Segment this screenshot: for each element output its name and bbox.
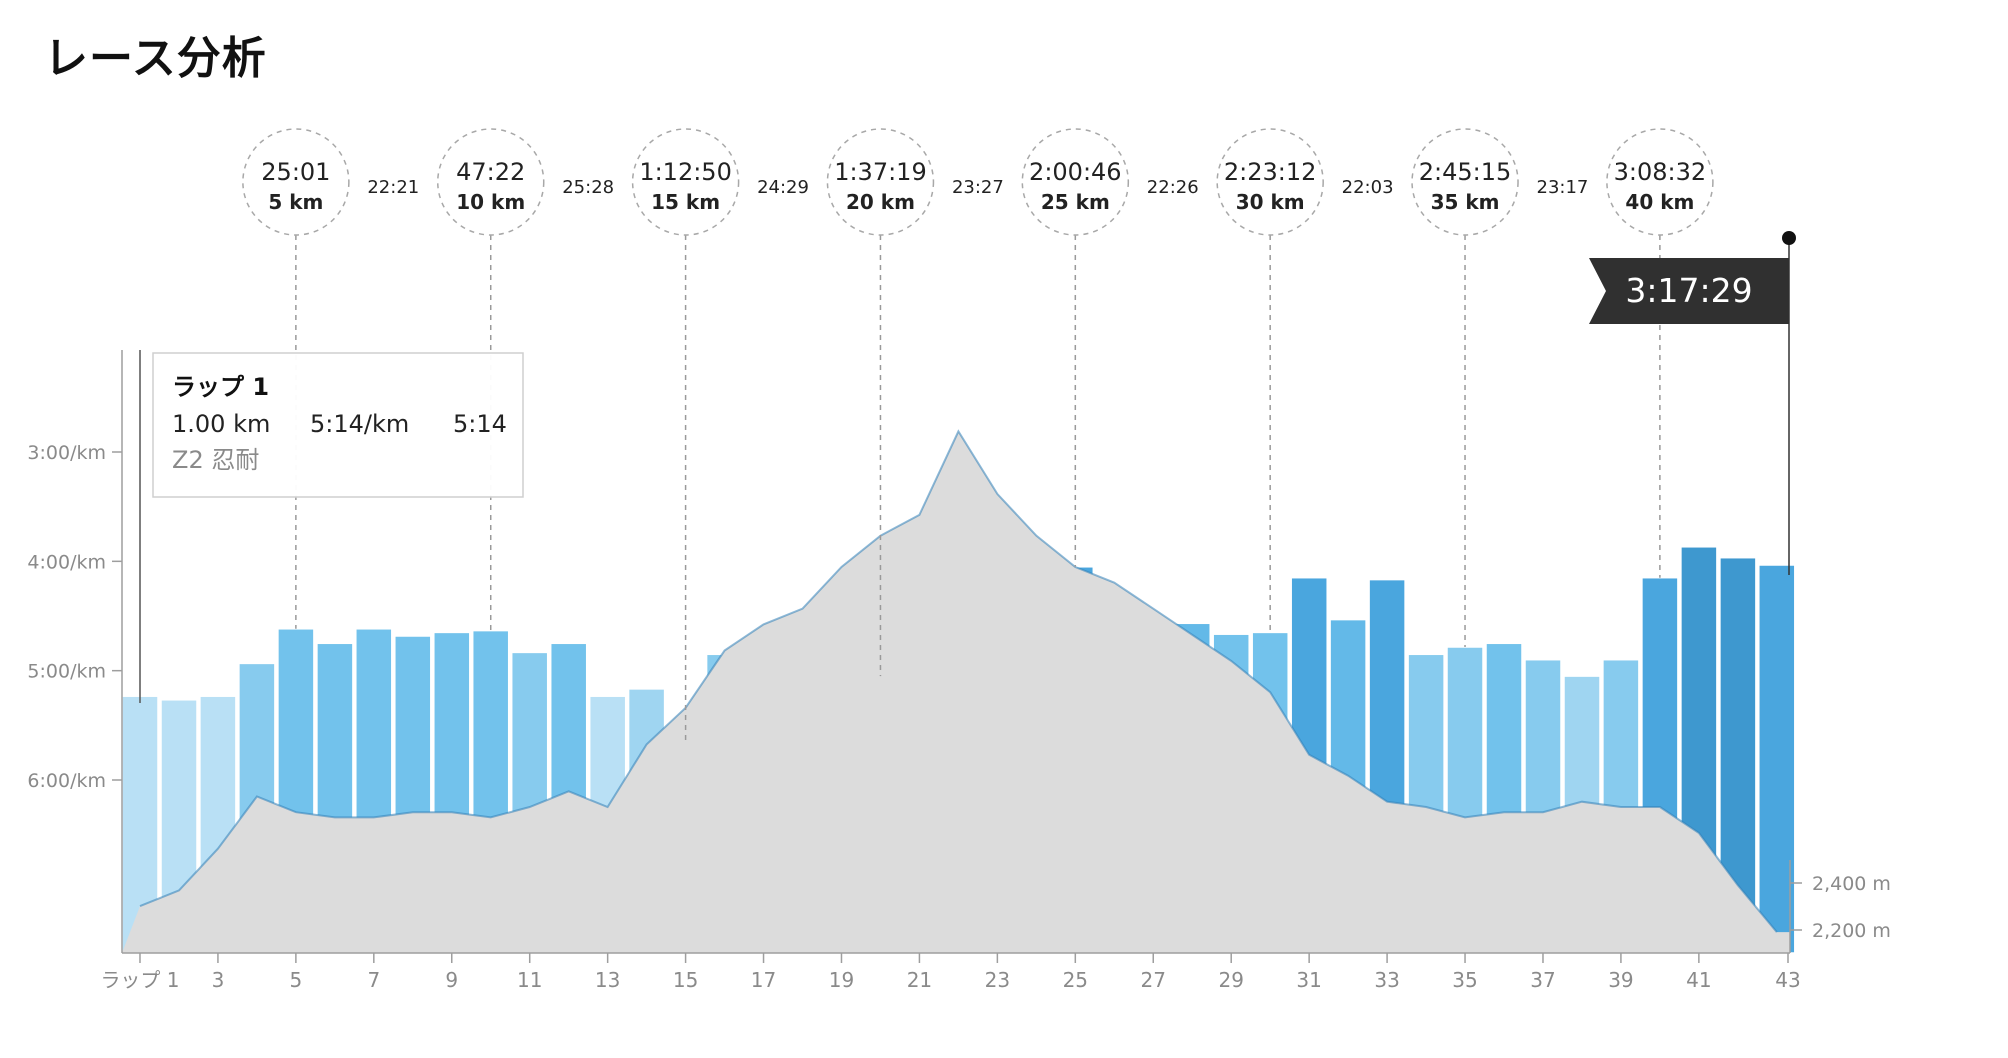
split-time: 25:01 [261, 158, 330, 186]
segment-time: 23:27 [952, 177, 1004, 198]
split-circle[interactable] [1606, 128, 1714, 236]
elevation-area [122, 431, 1790, 953]
split-circle[interactable] [1216, 128, 1324, 236]
x-tick-label: 33 [1374, 968, 1399, 992]
page-title: レース分析 [44, 33, 267, 84]
split-markers: 25:01 5 km 47:22 10 km 1:12:50 15 km 1:37:19 20… [242, 128, 1714, 744]
finish-pole-dot [1782, 231, 1796, 245]
split-circle[interactable] [826, 128, 935, 236]
finish-flag-shape [1589, 258, 1789, 324]
x-tick-label: 37 [1530, 968, 1555, 992]
split-time: 3:08:32 [1614, 158, 1707, 186]
finish-flag: 3:17:29 [139, 231, 1796, 703]
x-tick-label: 7 [367, 968, 380, 992]
split-distance: 30 km [1236, 190, 1305, 214]
x-tick-label: 21 [907, 968, 932, 992]
split-circle[interactable] [242, 128, 350, 236]
axes-layer: 3:00/km 4:00/km 5:00/km 6:00/km 2,200 m 2,400… [27, 350, 1891, 992]
x-tick-label: 25 [1063, 968, 1088, 992]
pace-bar[interactable] [1758, 564, 1796, 954]
tooltip-distance: 1.00 km [172, 410, 270, 438]
x-tick-label: ラップ 1 [100, 968, 179, 992]
split-time: 47:22 [456, 158, 525, 186]
x-tick-label: 31 [1296, 968, 1321, 992]
lap-tooltip: ラップ 1 1.00 km 5:14/km 5:14 Z2 忍耐 [152, 352, 524, 498]
split-circle[interactable] [1021, 128, 1130, 236]
x-tick-label: 5 [290, 968, 303, 992]
x-tick-label: 29 [1218, 968, 1243, 992]
tooltip-box [152, 352, 524, 498]
split-distance: 20 km [846, 190, 915, 214]
segment-time: 22:03 [1342, 177, 1394, 198]
x-tick-label: 35 [1452, 968, 1477, 992]
split-circle[interactable] [631, 128, 740, 236]
tooltip-pace: 5:14/km [310, 410, 409, 438]
tooltip-zone: Z2 忍耐 [172, 446, 259, 474]
split-distance: 15 km [651, 190, 720, 214]
elevation-layer [122, 429, 1790, 953]
segment-time: 22:21 [367, 177, 419, 198]
x-tick-label: 43 [1775, 968, 1800, 992]
elevation-tick-label: 2,200 m [1812, 920, 1891, 942]
pace-tick-label: 5:00/km [27, 661, 106, 683]
segment-time: 24:29 [757, 177, 809, 198]
x-tick-label: 11 [517, 968, 542, 992]
split-time: 2:23:12 [1224, 158, 1317, 186]
split-distance: 40 km [1625, 190, 1694, 214]
split-time: 2:00:46 [1029, 158, 1122, 186]
x-tick-label: 13 [595, 968, 620, 992]
split-distance: 25 km [1041, 190, 1110, 214]
pace-tick-label: 4:00/km [27, 551, 106, 573]
x-tick-label: 27 [1141, 968, 1166, 992]
elevation-tick-label: 2,400 m [1812, 873, 1891, 895]
split-distance: 10 km [456, 190, 525, 214]
finish-time: 3:17:29 [1625, 271, 1752, 310]
segment-time: 22:26 [1147, 177, 1199, 198]
pace-tick-label: 6:00/km [27, 770, 106, 792]
split-distance: 5 km [268, 190, 323, 214]
x-tick-label: 15 [673, 968, 698, 992]
elevation-line [139, 429, 1778, 933]
split-time: 1:37:19 [834, 158, 927, 186]
split-time: 1:12:50 [639, 158, 732, 186]
x-tick-label: 3 [212, 968, 225, 992]
tooltip-time: 5:14 [453, 410, 507, 438]
x-tick-label: 9 [445, 968, 458, 992]
segment-time: 23:17 [1537, 177, 1589, 198]
split-time: 2:45:15 [1419, 158, 1512, 186]
x-tick-label: 19 [829, 968, 854, 992]
split-circle[interactable] [436, 128, 545, 236]
split-distance: 35 km [1431, 190, 1500, 214]
x-tick-label: 23 [985, 968, 1010, 992]
x-tick-label: 39 [1608, 968, 1633, 992]
split-circle[interactable] [1411, 128, 1519, 236]
x-tick-label: 17 [751, 968, 776, 992]
segment-time: 25:28 [562, 177, 614, 198]
x-tick-label: 41 [1686, 968, 1711, 992]
pace-tick-label: 3:00/km [27, 442, 106, 464]
tooltip-title: ラップ 1 [172, 373, 269, 401]
